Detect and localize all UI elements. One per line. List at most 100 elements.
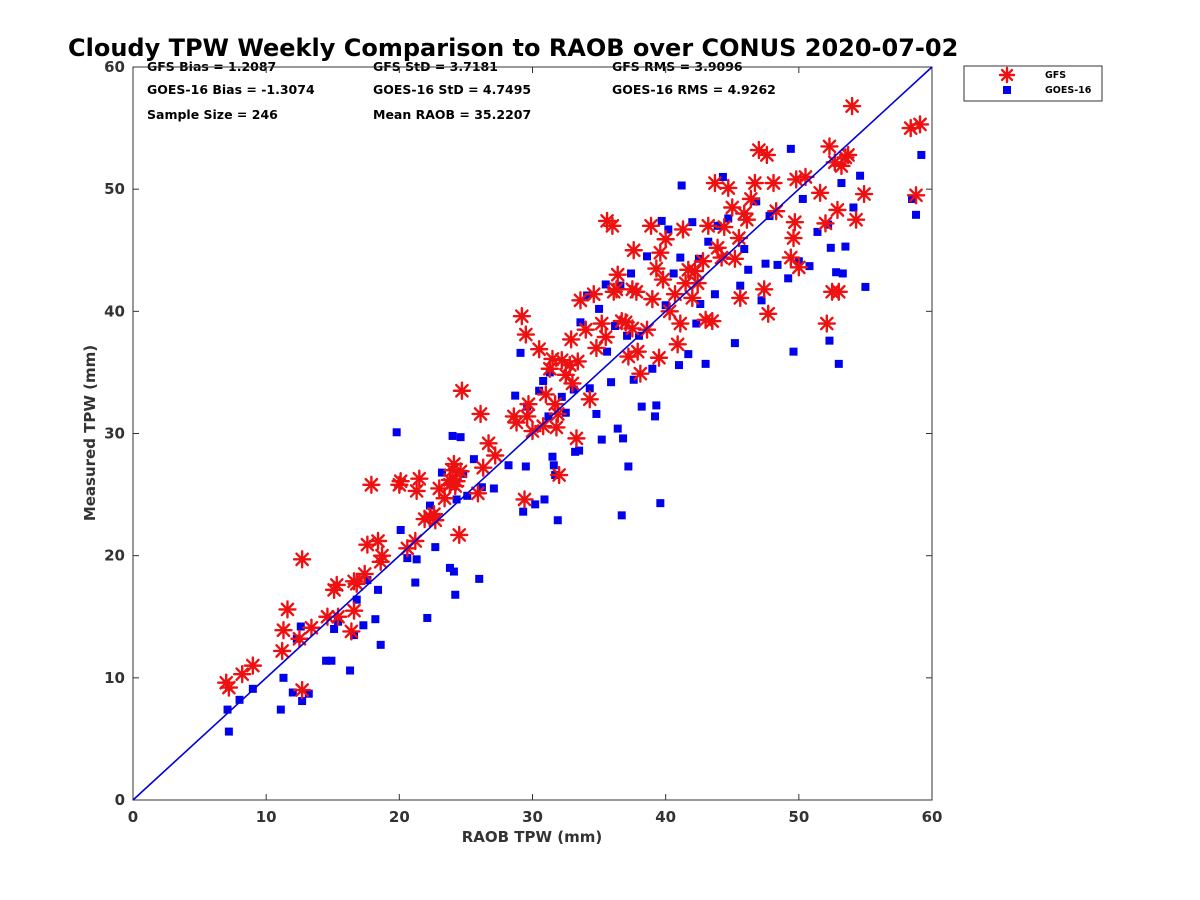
gfs-point [665,285,685,304]
goes16-point [376,640,385,649]
goes16-point [613,424,622,433]
goes16-point [576,318,585,327]
gfs-point [596,327,615,347]
goes16-point [696,300,705,309]
goes16-point [657,216,666,225]
y-tick-label: 40 [104,302,125,320]
goes16-point [521,462,530,471]
goes16-point [692,319,701,328]
gfs-point [631,364,650,383]
gfs-point [741,189,761,209]
goes16-point [504,461,513,470]
goes16-point [425,501,434,510]
legend-box [963,65,1103,102]
goes16-point [619,434,628,443]
gfs-point [829,282,848,301]
goes16-point [548,452,557,461]
gfs-point [278,600,297,619]
goes16-point [651,412,660,421]
legend-gfs-asterisk [998,66,1016,84]
goes16-point [531,500,540,509]
goes16-point [223,705,232,714]
gfs-point [358,535,377,554]
legend-goes16-label: GOES-16 [1045,85,1092,96]
goes16-point [637,402,646,411]
gfs-point [584,285,603,304]
gfs-point [435,489,454,508]
goes16-point [841,242,850,251]
gfs-point [603,216,622,236]
goes16-point [583,291,592,300]
legend-gfs-label: GFS [1045,70,1066,81]
goes16-point [448,431,457,440]
goes16-point [838,269,847,278]
goes16-point [740,245,749,254]
goes16-point [519,507,528,516]
gfs-point [468,484,488,503]
gfs-point [910,115,930,134]
gfs-point [817,314,836,333]
gfs-point [290,629,309,648]
goes16-point [535,386,544,395]
x-tick-label: 50 [788,808,809,826]
goes16-point [917,150,926,159]
goes16-point [396,526,405,535]
goes16-point [627,269,636,278]
gfs-point [755,280,774,299]
x-tick-label: 20 [389,808,410,826]
gfs-point [608,265,627,284]
goes16-point [773,260,782,269]
gfs-point [219,678,239,697]
gfs-point [745,173,765,193]
goes16-point [539,376,548,385]
gfs-point [641,216,661,236]
gfs-point [391,471,410,491]
gfs-point [568,352,587,371]
goes16-point [569,385,578,394]
goes16-point [704,237,713,246]
goes16-point [288,688,297,697]
goes16-point [648,364,657,373]
gfs-point [533,416,553,436]
gfs-point [846,210,866,229]
goes16-point [224,727,233,736]
goes16-point [298,697,307,706]
y-axis-label: Measured TPW (mm) [81,345,99,521]
gfs-point [643,289,662,309]
gfs-point [512,307,532,326]
stat-goes-std: GOES-16 StD = 4.7495 [373,82,531,97]
y-tick-label: 50 [104,180,125,198]
x-tick-label: 30 [522,808,543,826]
legend-gfs-marker [998,66,1016,84]
gfs-point [479,434,498,453]
gfs-point [292,680,312,700]
goes16-point [611,321,620,330]
gfs-point [653,270,673,289]
goes16-point [676,253,685,262]
goes16-point [423,613,432,622]
goes16-point [557,392,566,401]
gfs-point [671,314,690,333]
goes16-point [736,281,745,290]
goes16-point [674,361,683,370]
gfs-point [450,525,469,545]
gfs-point [854,184,874,204]
goes16-point [359,621,368,630]
gfs-point [712,248,731,267]
goes16-point [371,615,380,624]
gfs-point [576,320,595,339]
gfs-point [628,342,647,361]
gfs-point [563,374,582,393]
gfs-point [816,214,835,233]
goes16-point [477,483,486,492]
goes16-point [710,290,719,299]
y-tick-label: 10 [104,669,125,687]
gfs-point [649,348,669,367]
goes16-point [592,409,601,418]
gfs-point [274,620,293,640]
goes16-point [789,347,798,356]
gfs-point [507,413,526,432]
gfs-point [567,429,586,448]
goes16-point [643,252,652,261]
